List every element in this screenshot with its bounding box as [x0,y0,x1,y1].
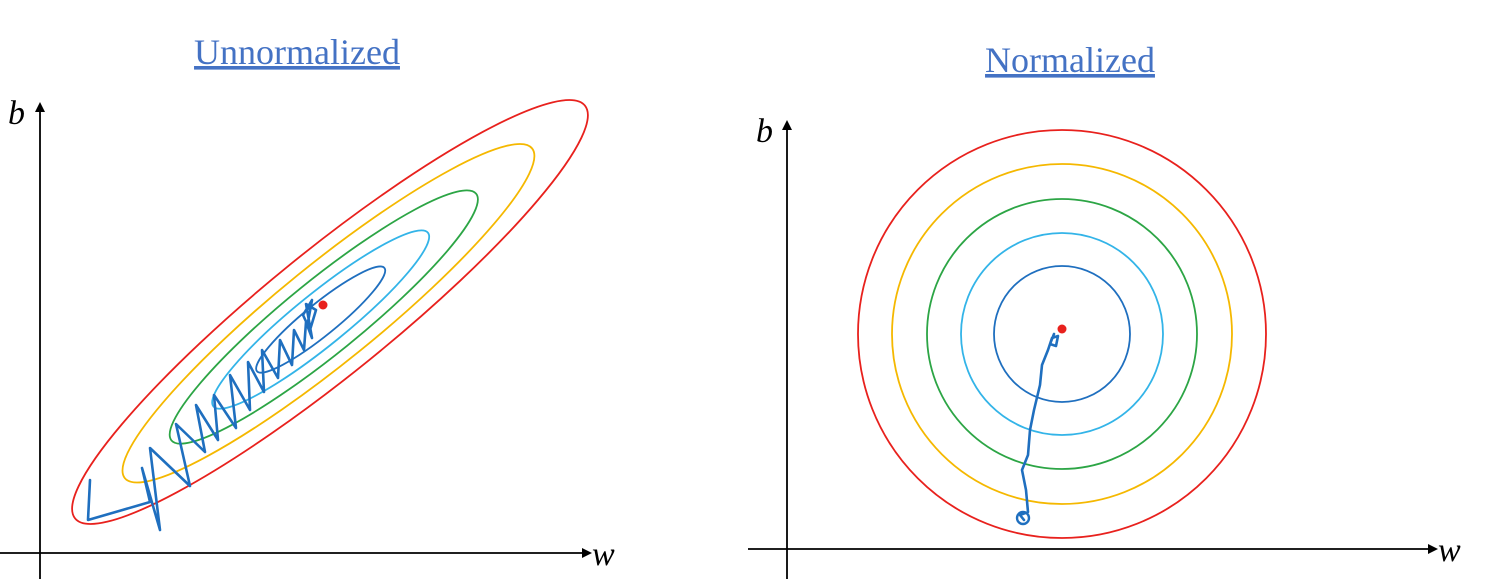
descent-path [1018,332,1060,522]
contour [211,229,431,410]
minimum [318,300,328,310]
start-point [1015,510,1031,526]
contours [857,129,1267,539]
contour [121,143,536,484]
descent-path [86,298,318,532]
contour [71,99,589,525]
y-axis-label: b [756,113,773,150]
contours [71,99,589,525]
contour [168,189,479,445]
contour [857,129,1267,539]
contour [891,163,1233,505]
panel-title: Unnormalized [194,32,400,72]
x-axis-label: w [1438,532,1461,569]
minimum [1057,324,1067,334]
x-axis-label: w [592,536,615,573]
y-axis-label: b [8,95,25,132]
contour [960,232,1164,436]
panel-title: Normalized [985,40,1155,80]
contour [926,198,1198,470]
contour [993,265,1131,403]
